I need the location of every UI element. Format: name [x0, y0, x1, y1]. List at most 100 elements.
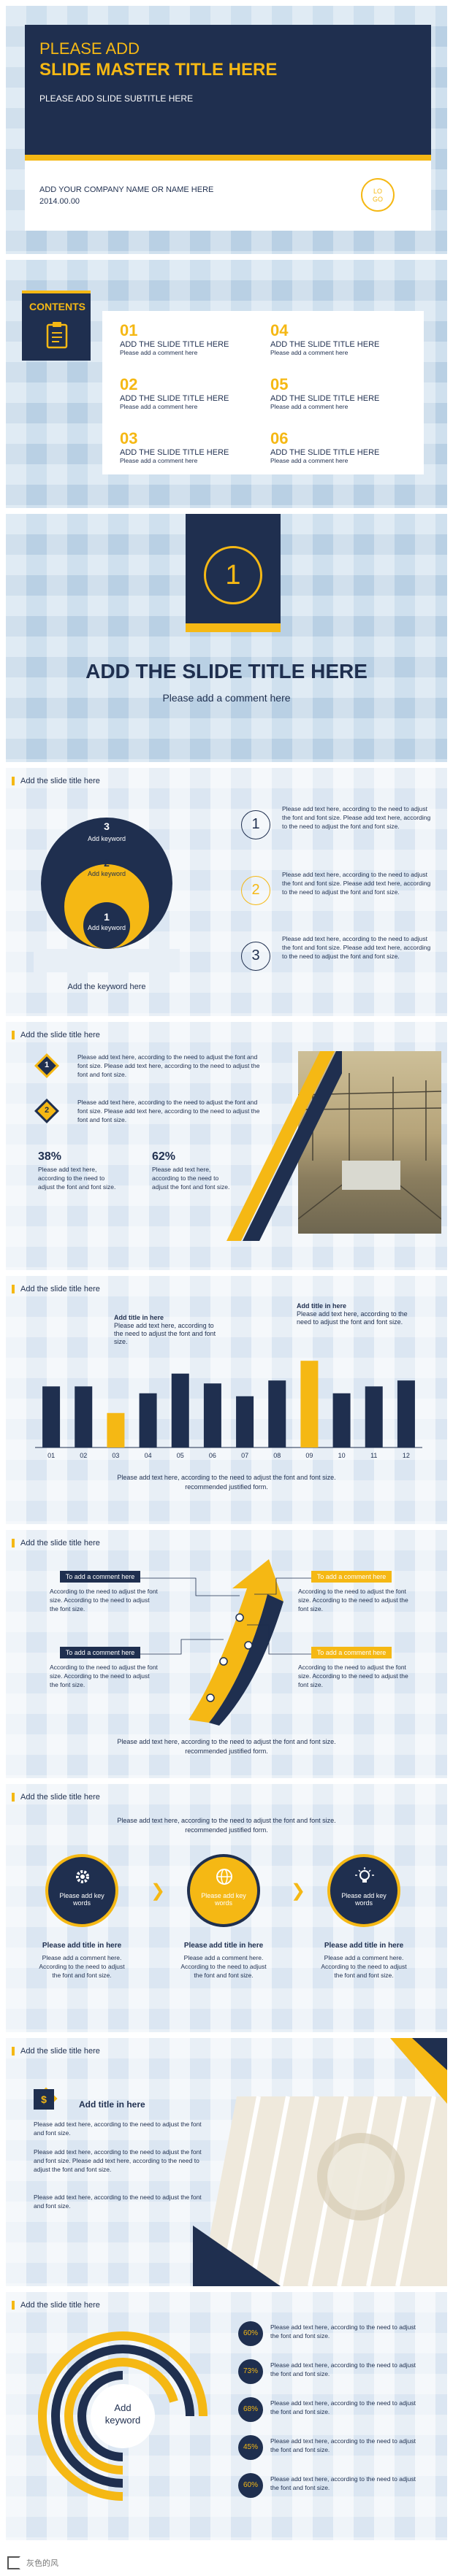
slide-header: Add the slide title here	[12, 2047, 100, 2056]
contents-item[interactable]: 06 ADD THE SLIDE TITLE HERE Please add a…	[270, 429, 379, 464]
header-title: Add the slide title here	[20, 1539, 100, 1548]
content-paragraph: Please add text here, according to the n…	[34, 2194, 202, 2210]
item-comment: Please add a comment here	[120, 403, 198, 410]
stat1-value: 38%	[38, 1150, 62, 1163]
item-title: ADD THE SLIDE TITLE HERE	[120, 394, 229, 403]
contents-item[interactable]: 02 ADD THE SLIDE TITLE HERE Please add a…	[120, 375, 229, 410]
content-paragraph: Please add text here, according to the n…	[34, 2121, 202, 2137]
contents-item[interactable]: 05 ADD THE SLIDE TITLE HERE Please add a…	[270, 375, 379, 410]
bar-08	[268, 1380, 286, 1447]
point-text: Please add text here, according to the n…	[282, 935, 431, 960]
globe-icon	[216, 1869, 232, 1885]
point2-number: 2	[44, 1106, 50, 1115]
level2-keyword: Add keyword	[87, 870, 126, 877]
header-bar	[12, 1285, 15, 1294]
point-number: 1	[241, 810, 270, 839]
x-tick-label: 06	[209, 1452, 216, 1459]
slide-arrow: Add the slide title here To add a commen…	[6, 1530, 447, 1778]
level3-keyword: Add keyword	[87, 835, 126, 842]
percent-badge: 73%	[238, 2359, 263, 2384]
item-comment: Please add a comment here	[270, 349, 349, 356]
contents-item[interactable]: 04 ADD THE SLIDE TITLE HERE Please add a…	[270, 321, 379, 356]
comment-text: According to the need to adjust the font…	[50, 1664, 158, 1688]
contents-item[interactable]: 01 ADD THE SLIDE TITLE HERE Please add a…	[120, 321, 229, 356]
header-bar	[12, 2301, 15, 2310]
item-title: ADD THE SLIDE TITLE HERE	[270, 394, 380, 403]
bar-09	[300, 1361, 319, 1447]
header-bar	[12, 777, 15, 786]
title-line2: SLIDE MASTER TITLE HERE	[39, 60, 278, 80]
section-tab-stripe	[186, 623, 281, 632]
item-comment: Please add a comment here	[120, 457, 198, 464]
slide-header: Add the slide title here	[12, 1285, 100, 1294]
date: 2014.00.00	[39, 197, 80, 206]
slide-levels: Add the slide title here 3 Add keyword 2…	[6, 768, 447, 1016]
note-text: Please add text here, according to the n…	[297, 1310, 408, 1326]
header-bar	[12, 1793, 15, 1802]
contents-item[interactable]: 03 ADD THE SLIDE TITLE HERE Please add a…	[120, 429, 229, 464]
comment-label: To add a comment here	[60, 1571, 140, 1583]
rail-lines-graphic	[297, 1073, 442, 1220]
item-comment: Please add a comment here	[120, 349, 198, 356]
yellow-stripe	[25, 155, 431, 161]
bar-12	[397, 1380, 415, 1447]
content-paragraph: Please add text here, according to the n…	[34, 2148, 202, 2173]
section-number: 1	[204, 546, 262, 604]
arrow-graphic	[189, 1559, 283, 1726]
slide-section: 1 ADD THE SLIDE TITLE HERE Please add a …	[6, 514, 447, 762]
percent-text: Please add text here, according to the n…	[270, 2399, 416, 2415]
percent-text: Please add text here, according to the n…	[270, 2323, 416, 2339]
process-step-circle: Please add key words	[327, 1854, 400, 1927]
point-number: 3	[241, 942, 270, 971]
watermark-text: 灰色的风	[26, 2558, 58, 2568]
slide-process: Add the slide title here Please add text…	[6, 1784, 447, 2032]
stat2-text: Please add text here, according to the n…	[152, 1166, 230, 1191]
bar-05	[171, 1373, 189, 1447]
header-bar	[12, 1031, 15, 1040]
x-tick-label: 05	[177, 1452, 184, 1459]
item-number: 01	[120, 321, 138, 339]
percent-badge: 45%	[238, 2435, 263, 2460]
item-title: ADD THE SLIDE TITLE HERE	[120, 448, 229, 457]
item-title: ADD THE SLIDE TITLE HERE	[270, 448, 380, 457]
center-line2: keyword	[104, 2415, 141, 2426]
item-number: 04	[270, 321, 289, 339]
item-number: 03	[120, 429, 138, 447]
item-title: ADD THE SLIDE TITLE HERE	[270, 340, 380, 349]
x-tick-label: 01	[47, 1452, 55, 1459]
step-title: Please add title in here	[183, 1942, 264, 1950]
point1-text: Please add text here, according to the n…	[77, 1053, 260, 1078]
percent-text: Please add text here, according to the n…	[270, 2475, 416, 2491]
center-line1: Add	[114, 2402, 132, 2413]
comment-label: To add a comment here	[311, 1647, 392, 1658]
chevron-right-icon: ❯	[291, 1881, 306, 1901]
slide-radial: Add the slide title here Add keyword 60%…	[6, 2292, 447, 2540]
item-number: 06	[270, 429, 289, 447]
item-title: ADD THE SLIDE TITLE HERE	[120, 340, 229, 349]
step-label: Please add key words	[59, 1892, 104, 1907]
comment-label: To add a comment here	[311, 1571, 392, 1583]
comment-text: According to the need to adjust the font…	[50, 1588, 158, 1612]
process-step-circle: Please add key words	[187, 1854, 260, 1927]
level2-number: 2	[104, 857, 110, 869]
gears-icon	[76, 1870, 89, 1883]
x-tick-label: 12	[403, 1452, 410, 1459]
point2-text: Please add text here, according to the n…	[77, 1099, 260, 1123]
slide-header: Add the slide title here	[12, 1539, 100, 1548]
chart-note: Add title in here Please add text here, …	[297, 1302, 421, 1326]
chart-note: Add title in here Please add text here, …	[114, 1314, 224, 1346]
slide-text-image: Add the slide title here $ Add title in …	[6, 2038, 447, 2286]
step-text: Please add a comment here. According to …	[180, 1954, 267, 1979]
percent-text: Please add text here, according to the n…	[270, 2361, 416, 2377]
stat1-text: Please add text here, according to the n…	[38, 1166, 116, 1191]
header-bar	[12, 2047, 15, 2056]
x-tick-label: 02	[80, 1452, 87, 1459]
step-text: Please add a comment here. According to …	[39, 1954, 125, 1979]
stat2-value: 62%	[152, 1150, 176, 1163]
x-tick-label: 03	[112, 1452, 119, 1459]
watermark: 灰色的风	[7, 2555, 88, 2571]
bar-01	[42, 1386, 61, 1447]
comment-label: To add a comment here	[60, 1647, 140, 1658]
section-comment: Please add a comment here	[162, 692, 291, 704]
content-title: Add title in here	[79, 2099, 145, 2110]
